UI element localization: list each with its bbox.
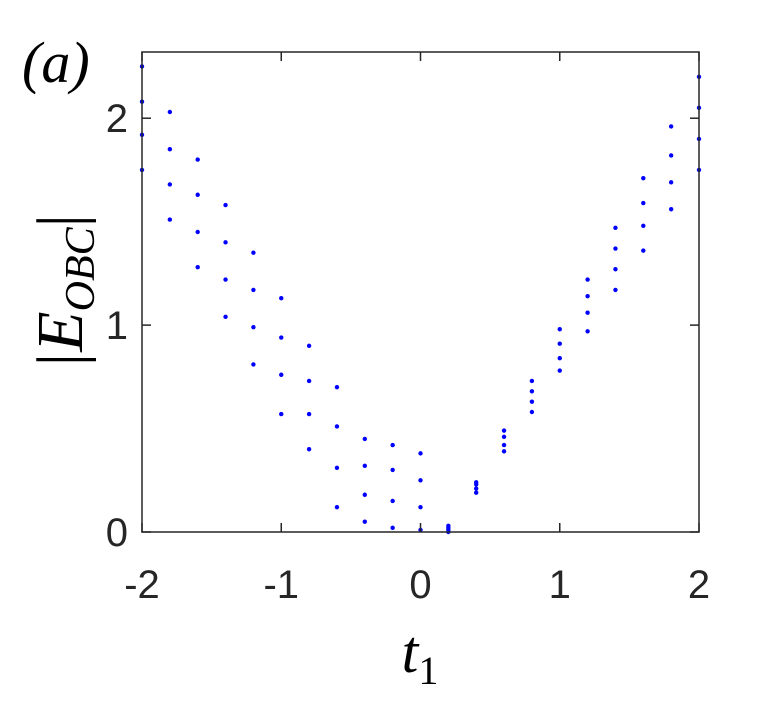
data-point	[557, 356, 562, 361]
y-tick-label: 2	[106, 97, 128, 141]
data-point	[334, 504, 340, 510]
data-point	[668, 207, 674, 212]
data-point	[668, 124, 674, 129]
data-point	[474, 486, 479, 491]
data-point	[668, 153, 674, 158]
x-axis-label: t1	[402, 619, 439, 693]
data-point	[501, 449, 507, 454]
data-point	[474, 490, 479, 495]
data-point	[474, 480, 479, 485]
data-point	[613, 287, 618, 293]
x-tick-label: -1	[263, 563, 299, 607]
data-point	[223, 314, 228, 320]
data-point	[195, 157, 200, 162]
data-point	[306, 378, 312, 384]
data-point	[251, 287, 256, 293]
y-label-end: |	[24, 214, 97, 227]
data-point	[167, 182, 173, 187]
data-point	[613, 267, 618, 272]
data-point	[279, 411, 284, 417]
data-point	[585, 293, 590, 299]
y-label-main: |E	[24, 311, 97, 369]
data-point	[446, 523, 451, 528]
chart-title: (a)	[22, 30, 90, 95]
data-point	[668, 180, 674, 185]
data-point	[529, 409, 535, 415]
data-point	[390, 442, 395, 448]
data-point	[279, 296, 284, 301]
x-tick-label: 2	[688, 563, 710, 607]
data-point	[195, 229, 200, 235]
data-point	[251, 324, 256, 330]
data-point	[529, 389, 535, 394]
data-point	[557, 341, 562, 346]
data-point	[418, 451, 423, 456]
data-point	[167, 217, 173, 222]
data-point	[418, 504, 423, 510]
data-point	[223, 277, 228, 282]
data-point	[641, 200, 646, 206]
data-point	[167, 109, 173, 115]
data-point	[501, 434, 507, 440]
data-point	[223, 240, 228, 245]
data-point	[641, 223, 646, 228]
data-point	[501, 442, 507, 448]
x-tick-label: 0	[409, 563, 431, 607]
data-point	[334, 424, 340, 429]
data-point	[167, 147, 173, 152]
data-point	[251, 250, 256, 255]
data-point	[362, 492, 367, 497]
data-point	[585, 277, 590, 282]
data-point	[334, 384, 340, 390]
data-point	[613, 246, 618, 251]
data-point	[641, 248, 646, 253]
data-point	[418, 478, 423, 483]
y-tick-label: 0	[106, 511, 128, 555]
data-point	[501, 428, 507, 433]
data-point	[251, 362, 256, 367]
data-point	[362, 519, 367, 524]
data-point	[585, 310, 590, 315]
x-tick-label: 1	[549, 563, 571, 607]
data-point	[306, 447, 312, 452]
y-label-sub: OBC	[58, 226, 104, 311]
data-point	[557, 327, 562, 332]
data-point	[306, 343, 312, 348]
y-tick-label: 1	[106, 304, 128, 348]
y-axis-label: |EOBC|	[24, 214, 104, 370]
x-tick-label: -2	[124, 563, 160, 607]
data-point	[223, 202, 228, 208]
data-point	[529, 378, 535, 384]
data-point	[529, 399, 535, 404]
data-point	[362, 436, 367, 442]
data-point	[557, 368, 562, 373]
x-label-sub: 1	[418, 648, 438, 693]
data-point	[390, 467, 395, 473]
x-label-main: t	[402, 619, 420, 685]
data-point	[279, 372, 284, 377]
data-point	[585, 329, 590, 334]
data-point	[362, 463, 367, 468]
data-point	[306, 411, 312, 417]
data-point	[613, 225, 618, 231]
data-point	[195, 192, 200, 197]
data-point	[641, 176, 646, 181]
data-point	[279, 335, 284, 340]
data-point	[390, 525, 395, 531]
data-point	[390, 498, 395, 504]
data-point	[195, 264, 200, 270]
data-point	[334, 465, 340, 471]
